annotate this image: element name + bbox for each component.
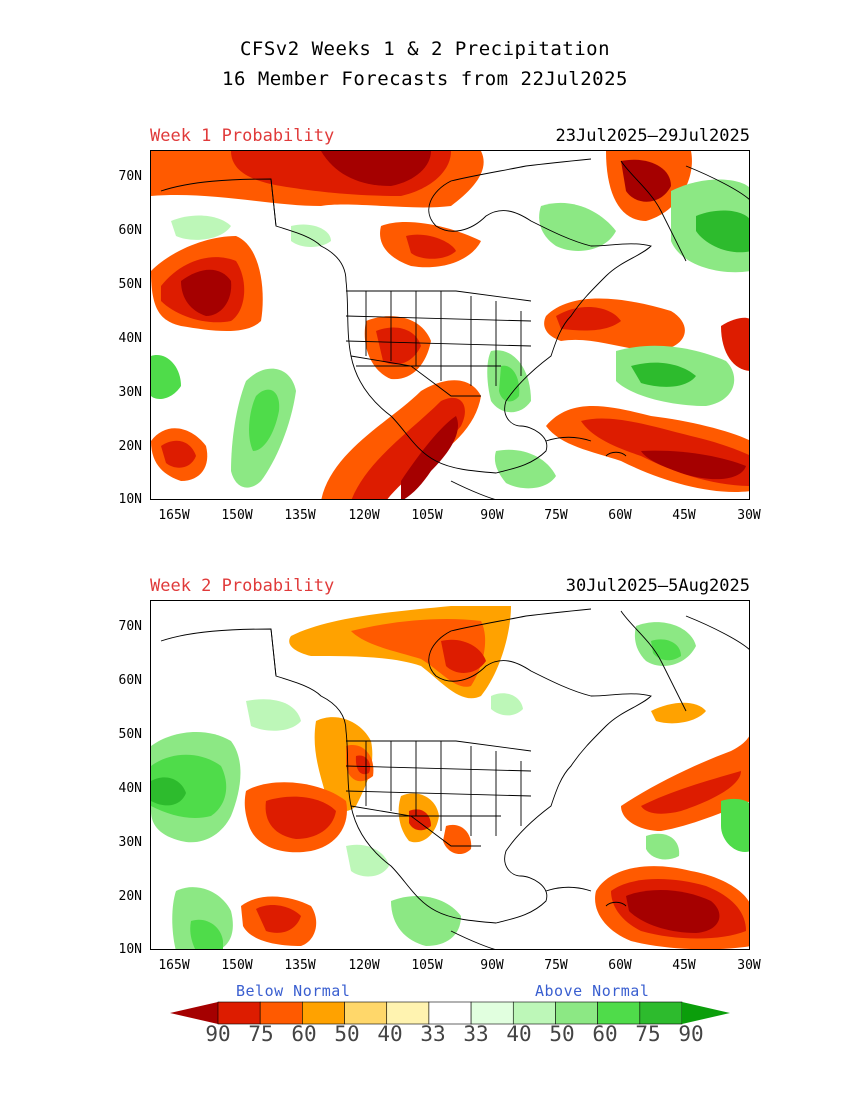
week2-coastlines [160, 608, 749, 949]
lon-tick: 105W [411, 958, 443, 973]
lat-tick: 20N [118, 889, 142, 904]
legend-label: 50 [334, 1022, 360, 1046]
lon-tick: 30W [737, 508, 761, 523]
lat-tick: 70N [118, 619, 142, 634]
legend-right-arrow [682, 1002, 730, 1024]
chart-title-line2: 16 Member Forecasts from 22Jul2025 [222, 68, 628, 90]
legend-swatch [428, 1001, 472, 1025]
legend-label: 90 [678, 1022, 704, 1046]
lon-tick: 120W [348, 958, 380, 973]
lat-tick: 50N [118, 277, 142, 292]
legend-colorbar [170, 1001, 730, 1025]
legend-swatch [512, 1001, 556, 1025]
week1-coastlines [160, 158, 749, 499]
lon-tick: 90W [480, 508, 504, 523]
legend-below-normal: Below Normal [236, 982, 351, 1000]
week2-date-range: 30Jul2025—5Aug2025 [565, 576, 750, 596]
lon-tick: 150W [221, 508, 253, 523]
week2-panel-label: Week 2 Probability [150, 576, 335, 596]
legend-swatch [259, 1001, 303, 1025]
lat-tick: 10N [118, 942, 142, 957]
legend-left-arrow [170, 1002, 218, 1024]
lat-tick: 10N [118, 492, 142, 507]
legend-label: 33 [420, 1022, 446, 1046]
week1-date-range: 23Jul2025—29Jul2025 [555, 126, 750, 146]
lon-tick: 90W [480, 958, 504, 973]
legend-swatch [470, 1001, 514, 1025]
lon-tick: 60W [608, 508, 632, 523]
lat-tick: 70N [118, 169, 142, 184]
lat-tick: 30N [118, 835, 142, 850]
week1-shading [151, 151, 749, 499]
legend-label: 40 [377, 1022, 403, 1046]
lon-tick: 105W [411, 508, 443, 523]
lon-tick: 135W [284, 958, 316, 973]
lon-tick: 150W [221, 958, 253, 973]
lon-tick: 75W [544, 958, 568, 973]
legend-label: 90 [205, 1022, 231, 1046]
lon-tick: 45W [672, 958, 696, 973]
lon-tick: 60W [608, 958, 632, 973]
week2-map [150, 600, 750, 950]
lat-tick: 50N [118, 727, 142, 742]
legend-above-normal: Above Normal [535, 982, 650, 1000]
legend-swatch [597, 1001, 641, 1025]
lon-tick: 120W [348, 508, 380, 523]
lat-tick: 60N [118, 223, 142, 238]
lon-tick: 135W [284, 508, 316, 523]
legend-label: 75 [248, 1022, 274, 1046]
week1-map [150, 150, 750, 500]
lat-tick: 20N [118, 439, 142, 454]
legend-label: 33 [463, 1022, 489, 1046]
legend-label: 75 [635, 1022, 661, 1046]
lat-tick: 30N [118, 385, 142, 400]
legend-swatch [639, 1001, 683, 1025]
legend-label: 50 [549, 1022, 575, 1046]
lat-tick: 60N [118, 673, 142, 688]
chart-title-line1: CFSv2 Weeks 1 & 2 Precipitation [239, 38, 611, 60]
lon-tick: 75W [544, 508, 568, 523]
lat-tick: 40N [118, 781, 142, 796]
legend-label: 40 [506, 1022, 532, 1046]
legend-label: 60 [291, 1022, 317, 1046]
lon-tick: 30W [737, 958, 761, 973]
lat-tick: 40N [118, 331, 142, 346]
legend-swatch [302, 1001, 345, 1025]
week1-panel-label: Week 1 Probability [150, 126, 335, 146]
legend-label: 60 [592, 1022, 618, 1046]
legend-swatch [217, 1001, 261, 1025]
legend-swatch [386, 1001, 430, 1025]
legend-swatch [555, 1001, 598, 1025]
week2-shading [151, 606, 749, 949]
lon-tick: 165W [158, 958, 190, 973]
legend-swatch [344, 1001, 388, 1025]
lon-tick: 165W [158, 508, 190, 523]
lon-tick: 45W [672, 508, 696, 523]
